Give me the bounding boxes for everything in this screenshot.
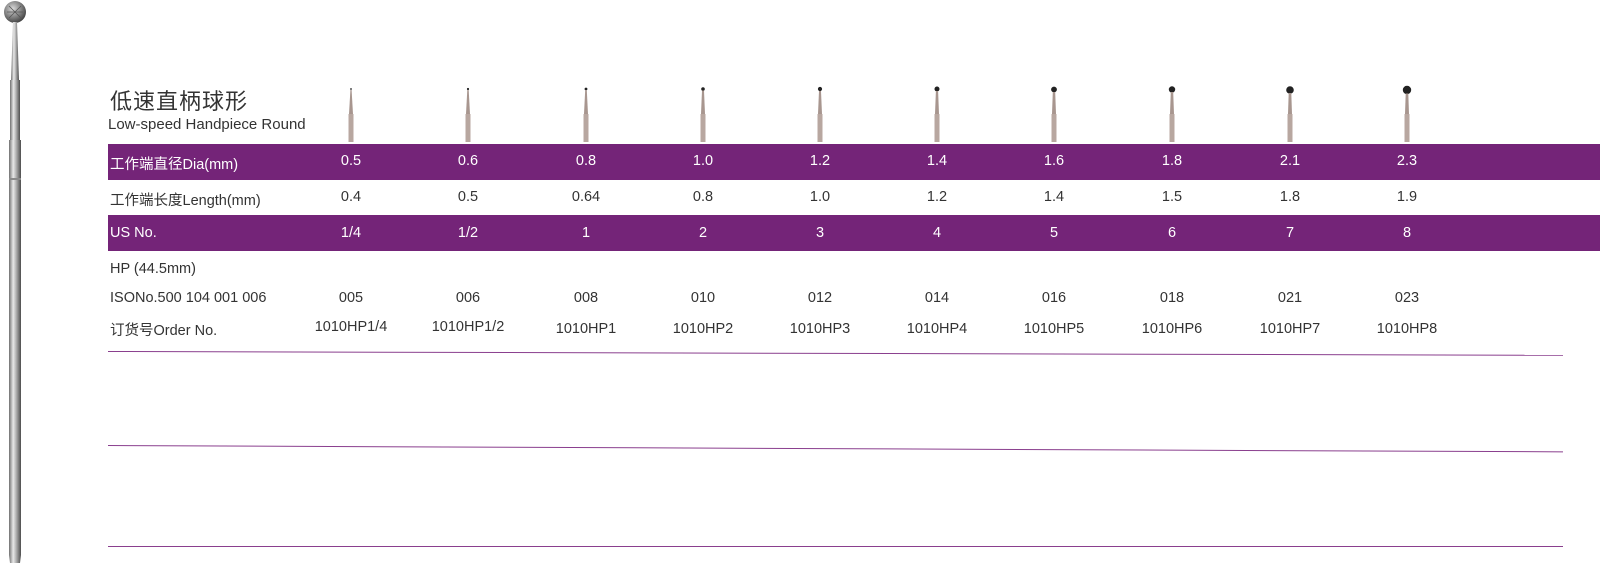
length-value: 0.4	[340, 189, 362, 205]
dia-row-band	[108, 144, 1600, 180]
iso-value: 016	[1041, 290, 1067, 306]
dia-value: 1.4	[926, 153, 948, 169]
us-value: 5	[1049, 225, 1059, 241]
dia-value: 0.8	[575, 153, 597, 169]
iso-value: 006	[455, 290, 481, 306]
dia-value: 2.1	[1279, 153, 1301, 169]
dia-value: 0.5	[340, 153, 362, 169]
iso-value: 012	[807, 290, 833, 306]
divider-line	[108, 546, 1563, 547]
order-number: 1010HP6	[1141, 321, 1203, 337]
product-title-chinese: 低速直柄球形	[110, 90, 249, 115]
order-number: 1010HP5	[1023, 321, 1085, 337]
round-bur-large-image	[4, 1, 26, 563]
length-row-label: 工作端长度Length(mm)	[110, 193, 261, 209]
iso-value: 014	[924, 290, 950, 306]
order-row-label: 订货号Order No.	[110, 323, 218, 339]
dia-value: 1.6	[1043, 153, 1065, 169]
product-title-english: Low-speed Handpiece Round	[108, 116, 306, 133]
us-value: 1/4	[340, 225, 362, 241]
dia-value: 0.6	[457, 153, 479, 169]
us-value: 4	[932, 225, 942, 241]
iso-value: 023	[1394, 290, 1420, 306]
round-bur-icon	[1168, 86, 1176, 142]
round-bur-icon	[348, 88, 354, 142]
us-value: 8	[1402, 225, 1412, 241]
hp-label: HP (44.5mm)	[110, 261, 196, 277]
iso-value: 018	[1159, 290, 1185, 306]
us-value: 1	[581, 225, 591, 241]
us-row-label: US No.	[110, 225, 157, 241]
round-bur-icon	[1051, 86, 1057, 142]
round-bur-icon	[817, 86, 823, 142]
order-number: 1010HP7	[1259, 321, 1321, 337]
order-number: 1010HP2	[672, 321, 734, 337]
divider-line	[107, 445, 1563, 453]
round-bur-icon	[583, 87, 589, 142]
length-value: 1.8	[1279, 189, 1301, 205]
round-bur-icon	[700, 87, 706, 142]
iso-value: 005	[338, 290, 364, 306]
dia-value: 1.2	[809, 153, 831, 169]
length-value: 0.64	[571, 189, 601, 205]
dia-value: 1.0	[692, 153, 714, 169]
iso-value: 010	[690, 290, 716, 306]
length-value: 1.0	[809, 189, 831, 205]
order-number: 1010HP3	[789, 321, 851, 337]
order-number: 1010HP8	[1376, 321, 1438, 337]
divider-line	[107, 351, 1563, 356]
length-value: 1.5	[1161, 189, 1183, 205]
order-number: 1010HP1	[555, 321, 617, 337]
order-number: 1010HP4	[906, 321, 968, 337]
length-value: 1.4	[1043, 189, 1065, 205]
round-bur-icon	[1286, 86, 1294, 142]
dia-value: 2.3	[1396, 153, 1418, 169]
length-value: 0.8	[692, 189, 714, 205]
us-value: 3	[815, 225, 825, 241]
length-value: 1.9	[1396, 189, 1418, 205]
order-number: 1010HP1/4	[314, 319, 388, 335]
order-number: 1010HP1/2	[431, 319, 505, 335]
round-bur-icon	[1402, 85, 1412, 142]
length-value: 1.2	[926, 189, 948, 205]
round-bur-icon	[934, 86, 940, 142]
iso-row-label: ISONo.500 104 001 006	[110, 290, 267, 306]
us-value: 7	[1285, 225, 1295, 241]
us-value: 1/2	[457, 225, 479, 241]
round-bur-icon	[465, 87, 471, 142]
iso-value: 021	[1277, 290, 1303, 306]
iso-value: 008	[573, 290, 599, 306]
us-value: 2	[698, 225, 708, 241]
length-value: 0.5	[457, 189, 479, 205]
dia-value: 1.8	[1161, 153, 1183, 169]
dia-row-label: 工作端直径Dia(mm)	[110, 157, 239, 173]
us-value: 6	[1167, 225, 1177, 241]
us-row-band	[108, 215, 1600, 251]
